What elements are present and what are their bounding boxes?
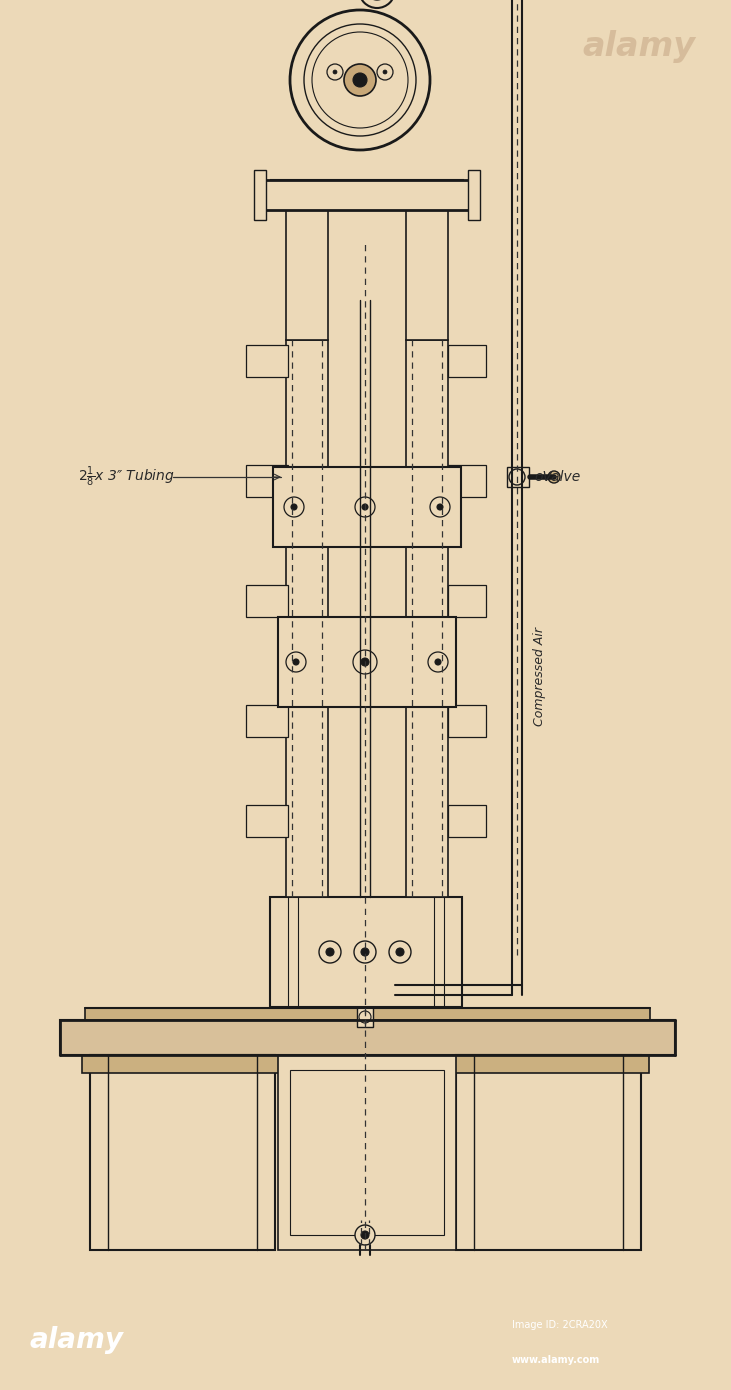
Circle shape xyxy=(377,64,393,81)
Circle shape xyxy=(359,0,395,8)
Circle shape xyxy=(435,659,441,664)
Circle shape xyxy=(291,505,297,510)
Circle shape xyxy=(353,651,377,674)
Circle shape xyxy=(396,948,404,956)
Bar xyxy=(246,705,288,737)
Circle shape xyxy=(326,948,334,956)
Bar xyxy=(278,617,456,708)
Bar xyxy=(264,179,470,210)
Text: oValve: oValve xyxy=(534,470,580,484)
Bar xyxy=(357,1006,373,1027)
Circle shape xyxy=(437,505,443,510)
Bar xyxy=(246,585,288,617)
Circle shape xyxy=(428,652,448,671)
Circle shape xyxy=(430,498,450,517)
Bar xyxy=(246,345,288,377)
Bar xyxy=(85,1008,650,1020)
Bar xyxy=(60,1020,675,1055)
Circle shape xyxy=(383,70,387,74)
Circle shape xyxy=(344,64,376,96)
Circle shape xyxy=(312,32,408,128)
Bar xyxy=(406,210,448,341)
Bar xyxy=(286,210,328,341)
Circle shape xyxy=(333,70,337,74)
Circle shape xyxy=(293,659,299,664)
Circle shape xyxy=(362,505,368,510)
Bar xyxy=(507,467,529,486)
Circle shape xyxy=(327,64,343,81)
Circle shape xyxy=(361,657,369,666)
Text: www.alamy.com: www.alamy.com xyxy=(512,1355,600,1365)
Bar xyxy=(448,345,486,377)
Bar xyxy=(456,1055,641,1250)
Circle shape xyxy=(353,74,367,88)
Bar xyxy=(448,705,486,737)
Circle shape xyxy=(286,652,306,671)
Text: $2\frac{1}{8}$x 3″ Tubing: $2\frac{1}{8}$x 3″ Tubing xyxy=(78,464,175,489)
Bar xyxy=(270,897,462,1006)
Bar xyxy=(448,805,486,837)
Bar xyxy=(90,1055,275,1250)
Bar xyxy=(246,805,288,837)
Bar xyxy=(448,466,486,498)
Bar xyxy=(290,1070,444,1234)
Bar xyxy=(82,1055,283,1073)
Text: Compressed Air: Compressed Air xyxy=(534,627,547,727)
Text: Image ID: 2CRA20X: Image ID: 2CRA20X xyxy=(512,1320,607,1330)
Circle shape xyxy=(290,10,430,150)
Circle shape xyxy=(361,948,369,956)
Bar xyxy=(468,170,480,220)
Bar xyxy=(406,341,448,897)
Circle shape xyxy=(319,941,341,963)
Circle shape xyxy=(509,468,525,485)
Bar xyxy=(273,467,461,548)
Bar xyxy=(448,585,486,617)
Circle shape xyxy=(389,941,411,963)
Text: alamy: alamy xyxy=(29,1326,124,1354)
Bar xyxy=(286,341,328,897)
Circle shape xyxy=(284,498,304,517)
Bar xyxy=(448,1055,649,1073)
Circle shape xyxy=(304,24,416,136)
Circle shape xyxy=(359,1011,371,1023)
Text: alamy: alamy xyxy=(582,31,695,63)
Bar xyxy=(246,466,288,498)
Circle shape xyxy=(355,498,375,517)
Bar xyxy=(278,1055,456,1250)
Circle shape xyxy=(354,941,376,963)
Bar xyxy=(254,170,266,220)
Circle shape xyxy=(548,471,560,482)
Bar xyxy=(271,179,463,210)
Circle shape xyxy=(355,1225,375,1245)
Circle shape xyxy=(361,1232,369,1238)
